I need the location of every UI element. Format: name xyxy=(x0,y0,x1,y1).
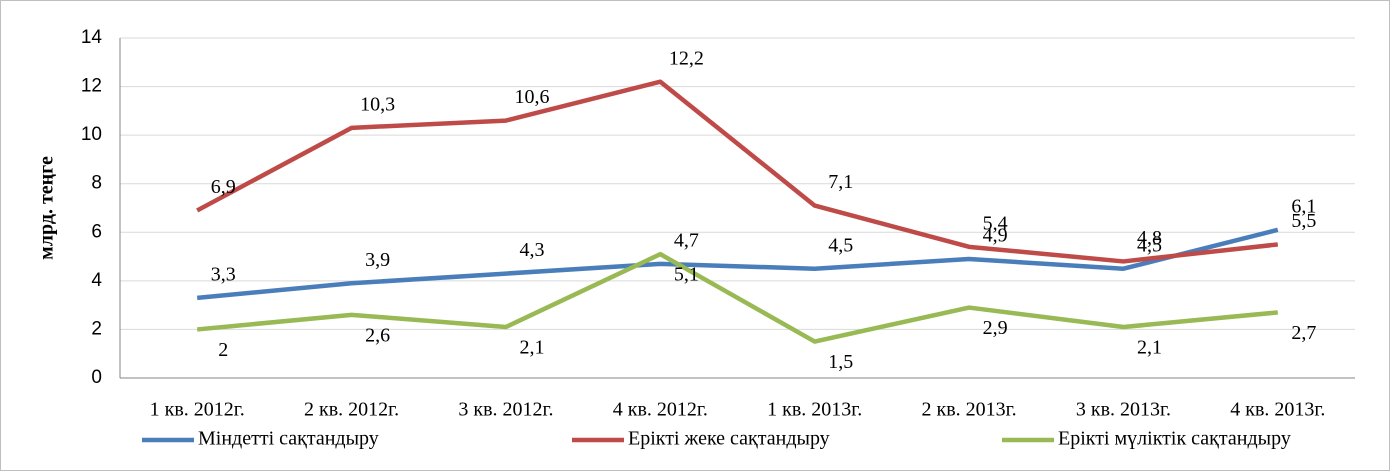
y-tick-label: 8 xyxy=(91,173,102,194)
y-tick-label: 14 xyxy=(81,27,103,48)
data-label: 5,4 xyxy=(983,212,1008,234)
data-label: 2,1 xyxy=(519,337,544,359)
data-label: 10,3 xyxy=(360,93,395,115)
data-label: 3,9 xyxy=(365,249,390,271)
x-tick-label: 2 кв. 2013г. xyxy=(922,399,1017,421)
legend-label: Ерікті жеке сақтандыру xyxy=(628,428,830,450)
x-tick-label: 2 кв. 2012г. xyxy=(304,399,399,421)
x-tick-label: 1 кв. 2013г. xyxy=(767,399,862,421)
data-label: 10,6 xyxy=(514,86,549,108)
data-label: 12,2 xyxy=(669,47,704,69)
series-line xyxy=(196,227,1279,301)
y-axis-label: млрд. теңге xyxy=(36,156,58,260)
data-label: 5,5 xyxy=(1291,210,1316,232)
x-tick-label: 1 кв. 2012г. xyxy=(150,399,245,421)
data-label: 2,9 xyxy=(983,317,1008,339)
data-label: 4,7 xyxy=(674,229,699,251)
data-label: 4,5 xyxy=(828,234,853,256)
y-tick-label: 2 xyxy=(91,318,102,339)
y-tick-label: 10 xyxy=(81,124,102,145)
legend-label: Міндетті сақтандыру xyxy=(198,428,379,450)
x-tick-label: 3 кв. 2013г. xyxy=(1076,399,1171,421)
series-line xyxy=(196,251,1279,344)
data-label: 4,8 xyxy=(1137,227,1162,249)
y-tick-label: 4 xyxy=(91,270,102,291)
data-label: 2,1 xyxy=(1137,337,1162,359)
y-tick-label: 6 xyxy=(91,221,102,242)
y-tick-label: 0 xyxy=(91,367,102,388)
data-label: 4,5 xyxy=(1137,234,1162,256)
data-label: 4,9 xyxy=(983,225,1008,247)
data-label: 5,1 xyxy=(674,264,699,286)
legend-label: Ерікті мүліктік сақтандыру xyxy=(1058,428,1291,450)
data-label: 7,1 xyxy=(828,171,853,193)
x-tick-label: 3 кв. 2012г. xyxy=(458,399,553,421)
data-label: 3,3 xyxy=(211,263,236,285)
x-tick-label: 4 кв. 2013г. xyxy=(1230,399,1325,421)
data-label: 4,3 xyxy=(519,239,544,261)
series-line xyxy=(196,79,1279,264)
x-tick-label: 4 кв. 2012г. xyxy=(613,399,708,421)
data-label: 2,7 xyxy=(1291,322,1316,344)
data-label: 1,5 xyxy=(828,351,853,373)
y-tick-label: 12 xyxy=(81,76,102,97)
data-label: 6,9 xyxy=(211,176,236,198)
data-label: 2,6 xyxy=(365,324,390,346)
data-label: 2 xyxy=(218,339,228,361)
data-label: 6,1 xyxy=(1291,195,1316,217)
